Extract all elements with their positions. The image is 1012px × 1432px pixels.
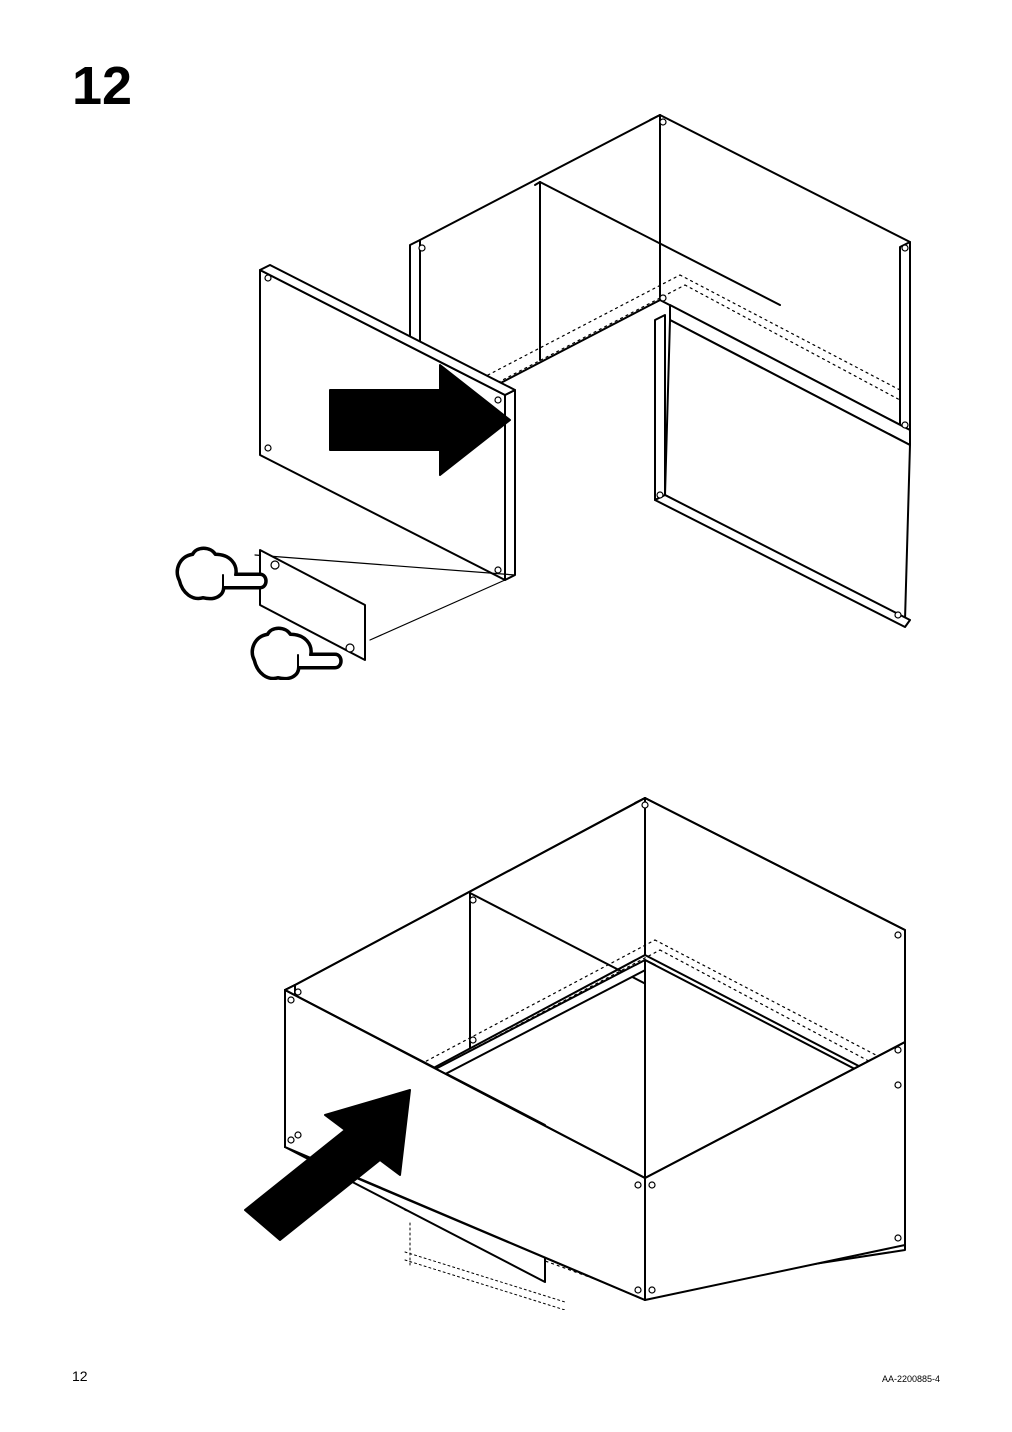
assembly-illustration-bottom	[205, 790, 925, 1310]
step-number: 12	[72, 55, 132, 117]
page-number: 12	[72, 1368, 88, 1384]
document-id: AA-2200885-4	[882, 1374, 940, 1384]
assembly-illustration-top	[140, 100, 920, 680]
